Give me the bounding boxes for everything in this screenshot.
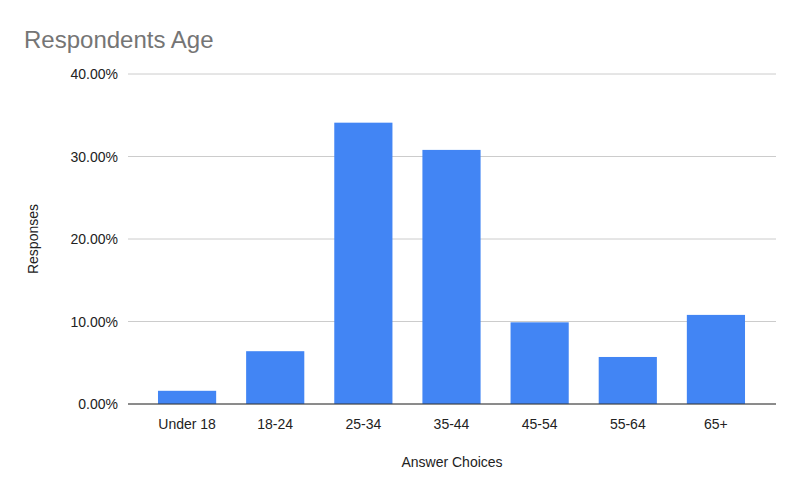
bars	[158, 123, 745, 404]
y-axis-title: Responses	[25, 204, 41, 274]
x-axis: Under 18 18-24 25-34 35-44 45-54 55-64 65+	[158, 416, 728, 432]
y-tick-label: 20.00%	[71, 231, 118, 247]
x-tick-label: 25-34	[345, 416, 381, 432]
x-axis-line	[128, 404, 776, 405]
x-tick-label: 55-64	[610, 416, 646, 432]
x-tick-label: 35-44	[434, 416, 470, 432]
chart-title: Respondents Age	[24, 26, 213, 53]
x-tick-label: 45-54	[522, 416, 558, 432]
y-tick-label: 10.00%	[71, 314, 118, 330]
grid-line	[128, 404, 776, 405]
y-axis: 0.00% 10.00% 20.00% 30.00% 40.00%	[71, 66, 776, 412]
bar	[511, 322, 569, 404]
bar	[599, 357, 657, 404]
x-tick-label: 18-24	[257, 416, 293, 432]
bar	[422, 150, 480, 404]
bar	[687, 315, 745, 404]
grid-line	[128, 74, 776, 75]
chart-svg: Respondents Age 0.00% 10.00% 20.00% 30.00% 40…	[0, 0, 800, 493]
x-tick-label: 65+	[704, 416, 728, 432]
chart-container: Respondents Age 0.00% 10.00% 20.00% 30.00% 40…	[0, 0, 800, 493]
bar	[158, 391, 216, 404]
bar	[334, 123, 392, 404]
y-tick-label: 30.00%	[71, 149, 118, 165]
bar	[246, 351, 304, 404]
y-tick-label: 0.00%	[78, 396, 118, 412]
x-tick-label: Under 18	[158, 416, 216, 432]
y-tick-label: 40.00%	[71, 66, 118, 82]
x-axis-title: Answer Choices	[401, 454, 502, 470]
